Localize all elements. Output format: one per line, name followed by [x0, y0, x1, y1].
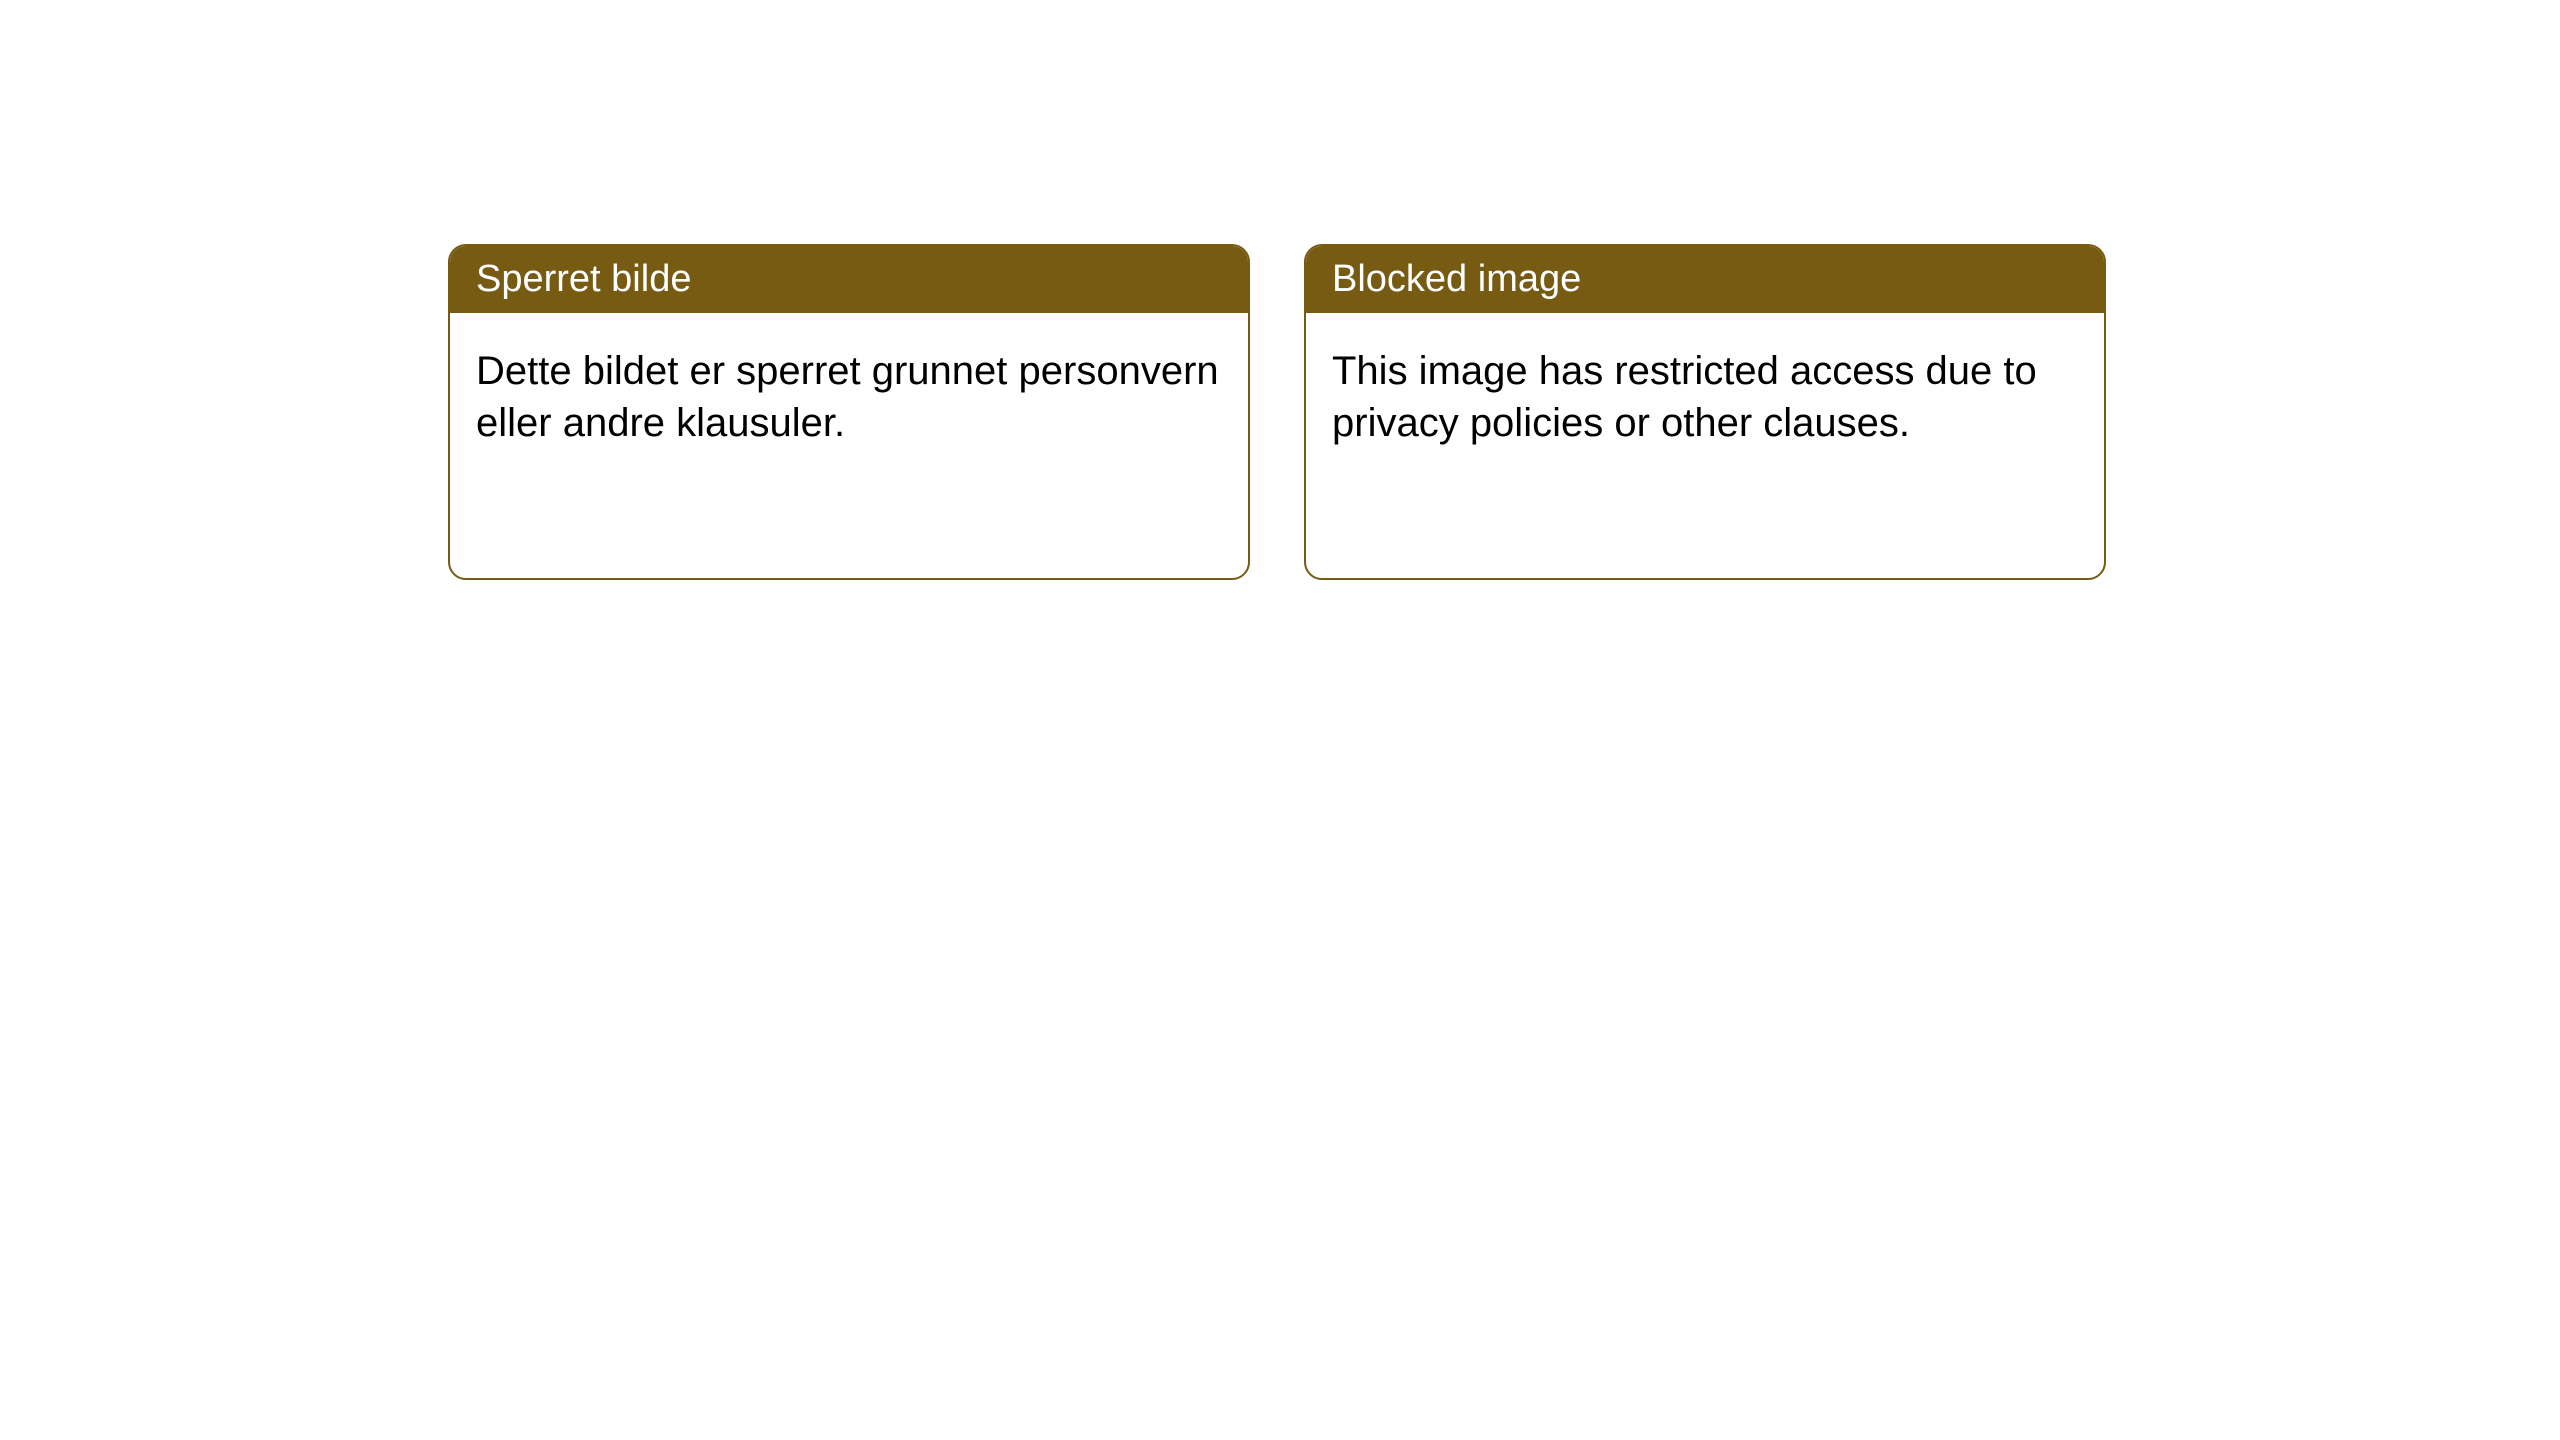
notice-container: Sperret bilde Dette bildet er sperret gr…: [0, 0, 2560, 580]
card-header-en: Blocked image: [1306, 246, 2104, 313]
blocked-image-card-no: Sperret bilde Dette bildet er sperret gr…: [448, 244, 1250, 580]
card-body-en: This image has restricted access due to …: [1306, 313, 2104, 481]
blocked-image-card-en: Blocked image This image has restricted …: [1304, 244, 2106, 580]
card-header-no: Sperret bilde: [450, 246, 1248, 313]
card-body-no: Dette bildet er sperret grunnet personve…: [450, 313, 1248, 481]
